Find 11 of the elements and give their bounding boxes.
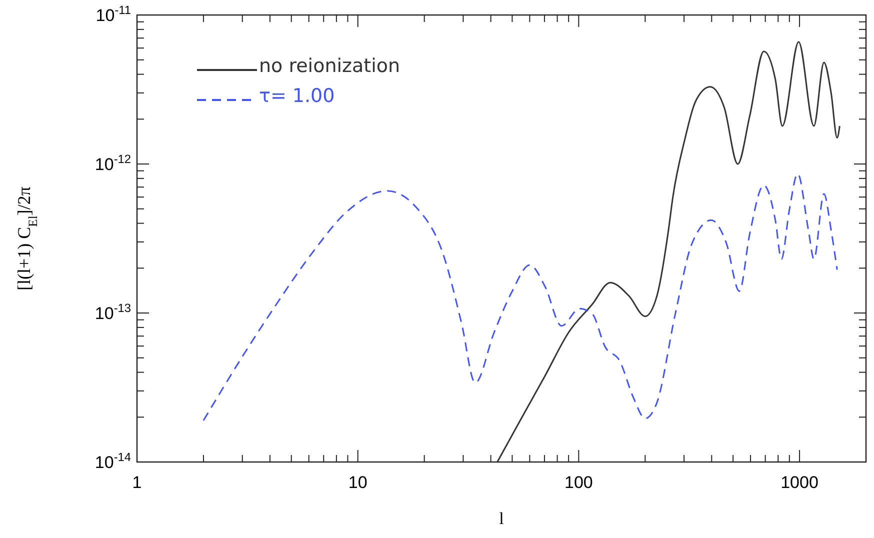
x-tick-label: 100: [564, 473, 593, 492]
x-tick-label: 1: [132, 473, 142, 492]
y-tick-label: 10$^{-14}$: [94, 450, 132, 472]
legend-label: no reionization: [259, 55, 400, 77]
y-tick-label: 10$^{-12}$: [94, 152, 132, 174]
legend-label: τ= 1.00: [259, 85, 335, 107]
y-tick-label: 10$^{-13}$: [94, 301, 132, 323]
x-tick-label: 1000: [780, 473, 818, 492]
y-tick-label: 10$^{-11}$: [96, 3, 132, 25]
x-axis-title: l: [499, 509, 504, 528]
x-tick-label: 10: [348, 473, 368, 492]
